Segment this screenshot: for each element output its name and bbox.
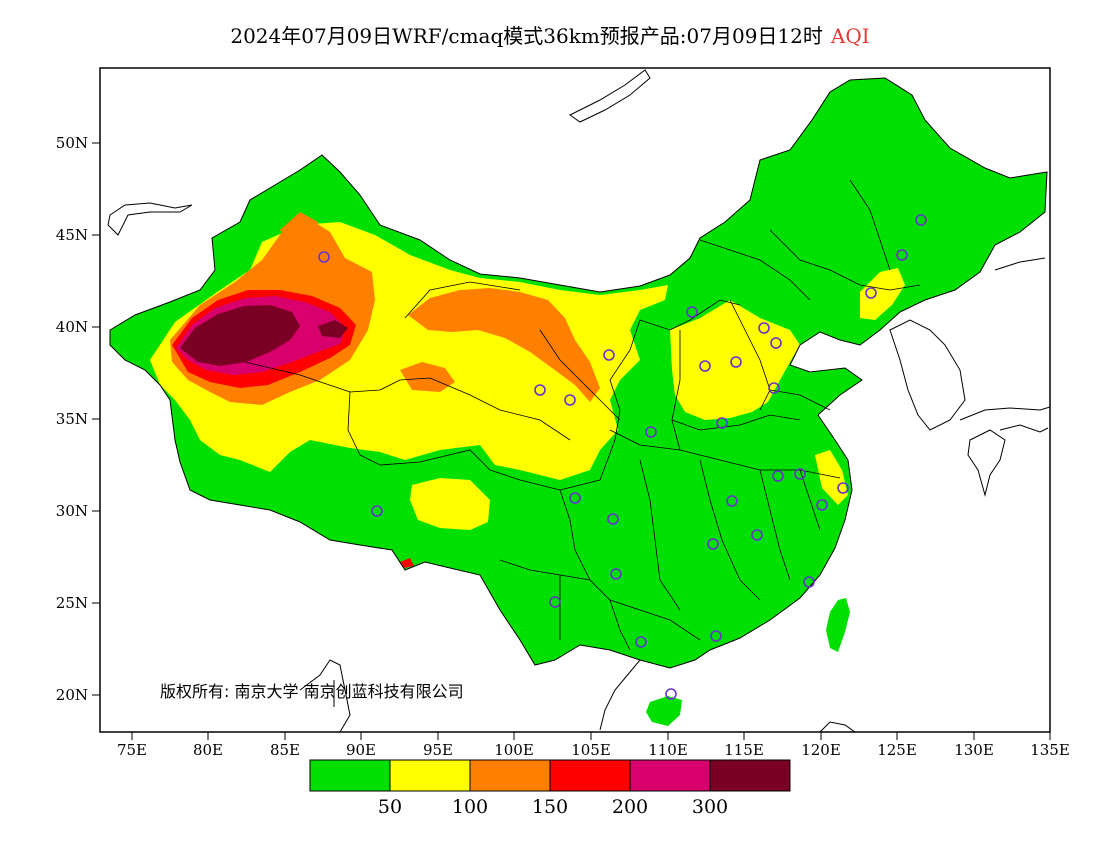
lat-label: 25N <box>56 594 88 612</box>
legend-swatch-0 <box>310 760 390 791</box>
station-marker <box>730 356 742 368</box>
station-marker <box>318 251 330 263</box>
legend-label: 300 <box>692 796 728 818</box>
station-marker <box>770 337 782 349</box>
country-border <box>109 77 1048 669</box>
legend-label: 50 <box>378 796 402 818</box>
station-marker <box>816 499 828 511</box>
region-hazardous-east <box>318 320 348 338</box>
lat-label: 50N <box>56 134 88 152</box>
region-taiwan <box>826 598 850 652</box>
legend-swatch-4 <box>630 760 710 791</box>
legend-label: 150 <box>532 796 568 818</box>
station-marker <box>896 249 908 261</box>
lon-label: 110E <box>648 741 688 759</box>
lon-label: 75E <box>117 741 147 759</box>
lon-label: 125E <box>877 741 917 759</box>
station-marker <box>726 495 738 507</box>
lat-label: 45N <box>56 226 88 244</box>
lon-label: 80E <box>193 741 223 759</box>
station-marker <box>564 394 576 406</box>
station-marker <box>371 505 383 517</box>
region-usg-qaidam <box>408 288 600 402</box>
map-plot-area: 版权所有: 南京大学 南京创蓝科技有限公司 <box>100 68 1050 732</box>
station-marker <box>607 513 619 525</box>
station-marker <box>699 360 711 372</box>
region-hainan <box>646 696 682 726</box>
lon-label: 100E <box>494 741 534 759</box>
lat-label: 35N <box>56 410 88 428</box>
station-marker <box>865 287 877 299</box>
legend-swatch-1 <box>390 760 470 791</box>
region-moderate-northchina <box>670 300 800 420</box>
legend-label: 100 <box>452 796 488 818</box>
legend-label: 200 <box>612 796 648 818</box>
station-marker <box>645 426 657 438</box>
station-marker <box>710 630 722 642</box>
map-title: 2024年07月09日WRF/cmaq模式36km预报产品:07月09日12时 A… <box>0 20 1100 49</box>
station-marker <box>768 382 780 394</box>
lon-label: 130E <box>954 741 994 759</box>
station-marker <box>610 568 622 580</box>
title-variable: AQI <box>830 24 870 48</box>
station-marker <box>915 214 927 226</box>
station-marker <box>549 596 561 608</box>
legend-swatch-3 <box>550 760 630 791</box>
latitude-axis: 50N 45N 40N 35N 30N 25N 20N <box>56 134 100 704</box>
title-main: 2024年07月09日WRF/cmaq模式36km预报产品:07月09日12时 <box>230 24 823 48</box>
lon-label: 105E <box>571 741 611 759</box>
lat-label: 20N <box>56 686 88 704</box>
region-usg-small <box>400 362 455 392</box>
station-marker <box>772 470 784 482</box>
station-marker <box>707 538 719 550</box>
legend-swatch-2 <box>470 760 550 791</box>
lon-label: 85E <box>270 741 300 759</box>
station-marker <box>665 688 677 700</box>
station-marker <box>686 306 698 318</box>
station-marker <box>635 636 647 648</box>
region-hazardous <box>180 305 300 366</box>
lon-label: 120E <box>801 741 841 759</box>
station-marker <box>803 576 815 588</box>
lon-label: 90E <box>346 741 376 759</box>
copyright-text: 版权所有: 南京大学 南京创蓝科技有限公司 <box>160 682 464 701</box>
lon-label: 135E <box>1030 741 1070 759</box>
region-unhealthy-south-tibet <box>400 558 414 568</box>
station-marker <box>603 349 615 361</box>
foreign-coastlines <box>107 69 1050 732</box>
map-frame <box>99 67 1051 733</box>
station-marker <box>758 322 770 334</box>
station-marker <box>751 529 763 541</box>
region-usg-dzungaria <box>280 212 318 242</box>
region-moderate-liaoning <box>860 268 905 320</box>
station-marker <box>534 384 546 396</box>
station-marker <box>794 468 806 480</box>
station-marker <box>837 482 849 494</box>
lat-label: 30N <box>56 502 88 520</box>
lon-label: 115E <box>724 741 764 759</box>
region-moderate-tibet <box>410 478 490 530</box>
lon-label: 95E <box>423 741 453 759</box>
city-station-markers <box>318 214 927 700</box>
lat-label: 40N <box>56 318 88 336</box>
legend-swatch-5 <box>710 760 790 791</box>
station-marker <box>716 417 728 429</box>
station-marker <box>569 492 581 504</box>
province-boundaries <box>244 179 921 651</box>
longitude-axis: 75E 80E 85E 90E 95E 100E 105E 110E 115E … <box>117 732 1070 759</box>
aqi-legend: 50 100 150 200 300 <box>309 759 791 818</box>
